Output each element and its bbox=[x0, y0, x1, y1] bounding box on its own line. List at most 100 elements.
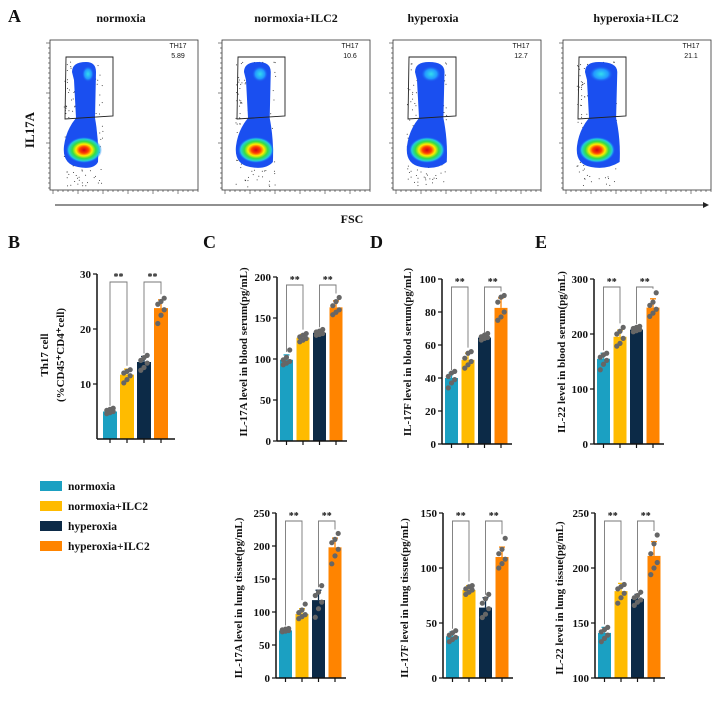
event-dot bbox=[101, 182, 103, 184]
event-dot bbox=[99, 132, 101, 134]
flow-plot-title: normoxia bbox=[96, 11, 145, 25]
event-dot bbox=[247, 180, 249, 182]
event-dot bbox=[577, 165, 579, 167]
significance-label: ** bbox=[489, 511, 499, 522]
event-dot bbox=[435, 175, 437, 177]
data-point bbox=[121, 380, 127, 386]
bar-chart-C: 0 50 100 150 200 IL-17A level in blood serum(… bbox=[238, 267, 347, 448]
significance-label: ** bbox=[640, 277, 650, 288]
event-dot bbox=[258, 175, 260, 177]
flow-plot-frame bbox=[562, 39, 712, 191]
event-dot bbox=[446, 114, 448, 116]
event-dot bbox=[443, 181, 445, 183]
y-tick-label: 100 bbox=[255, 354, 272, 366]
event-dot bbox=[68, 89, 70, 91]
significance-bracket bbox=[485, 520, 503, 595]
event-dot bbox=[240, 100, 242, 102]
data-point bbox=[479, 614, 485, 621]
event-dot bbox=[580, 99, 582, 101]
density-core-upper bbox=[589, 66, 613, 82]
data-point bbox=[634, 592, 641, 599]
event-dot bbox=[93, 177, 95, 179]
data-point bbox=[127, 367, 133, 373]
y-tick-label: 0 bbox=[265, 673, 271, 685]
event-dot bbox=[411, 63, 413, 65]
event-dot bbox=[586, 174, 588, 176]
y-tick-label: 200 bbox=[254, 541, 271, 553]
gate-label: TH17 bbox=[341, 43, 358, 50]
event-dot bbox=[239, 123, 241, 125]
event-dot bbox=[274, 184, 276, 186]
data-point bbox=[605, 624, 611, 631]
event-dot bbox=[415, 92, 417, 94]
panel-letter-E: E bbox=[535, 232, 547, 252]
bar bbox=[614, 591, 628, 678]
event-dot bbox=[577, 65, 579, 67]
bar bbox=[631, 598, 644, 678]
gate-rectangle bbox=[236, 56, 286, 120]
density-core-upper bbox=[252, 66, 268, 82]
event-dot bbox=[244, 179, 246, 181]
event-dot bbox=[274, 71, 276, 73]
data-point bbox=[302, 601, 308, 607]
event-dot bbox=[99, 94, 101, 96]
event-dot bbox=[67, 185, 69, 187]
data-point bbox=[638, 589, 644, 595]
event-dot bbox=[251, 170, 253, 172]
event-dot bbox=[608, 177, 610, 179]
legend-label: normoxia+ILC2 bbox=[68, 501, 148, 513]
data-point bbox=[501, 309, 507, 315]
event-dot bbox=[425, 183, 427, 185]
event-dot bbox=[580, 64, 582, 66]
data-point bbox=[302, 612, 308, 618]
data-point bbox=[110, 405, 116, 411]
y-axis-label: IL-17A level in blood serum(pg/mL) bbox=[238, 267, 250, 437]
bar bbox=[479, 607, 492, 678]
event-dot bbox=[261, 170, 263, 172]
density-core-upper bbox=[421, 66, 441, 82]
event-dot bbox=[240, 163, 242, 165]
legend: normoxia normoxia+ILC2 hyperoxia hyperoxia+… bbox=[40, 481, 150, 553]
density-core-lower bbox=[409, 137, 445, 163]
event-dot bbox=[240, 167, 242, 169]
flow-plot-frame bbox=[392, 39, 542, 191]
bar bbox=[597, 358, 610, 444]
y-tick-label: 50 bbox=[426, 618, 438, 630]
data-point bbox=[621, 590, 627, 596]
event-dot bbox=[70, 66, 72, 68]
event-dot bbox=[81, 169, 83, 171]
event-dot bbox=[429, 178, 431, 180]
significance-label: ** bbox=[456, 511, 466, 522]
bar-chart-C: 0 50 100 150 200 250 IL-17A level in lung tiss… bbox=[233, 508, 346, 685]
event-dot bbox=[65, 113, 67, 115]
event-dot bbox=[68, 173, 70, 175]
event-dot bbox=[415, 105, 417, 107]
bar bbox=[280, 359, 293, 441]
event-dot bbox=[97, 79, 99, 81]
data-point bbox=[479, 600, 485, 606]
event-dot bbox=[102, 130, 104, 132]
event-dot bbox=[237, 93, 239, 95]
bar bbox=[279, 630, 292, 678]
bar bbox=[494, 307, 508, 444]
event-dot bbox=[236, 84, 238, 86]
event-dot bbox=[416, 169, 418, 171]
event-dot bbox=[589, 175, 591, 177]
event-dot bbox=[100, 169, 102, 171]
event-dot bbox=[445, 62, 447, 64]
significance-label: ** bbox=[455, 277, 465, 288]
y-tick-label: 20 bbox=[80, 324, 92, 336]
y-axis-label: Th17 cell bbox=[39, 333, 51, 376]
event-dot bbox=[236, 92, 238, 94]
bar bbox=[313, 332, 326, 441]
data-point bbox=[161, 307, 167, 313]
bar-chart-D: 0 20 40 60 80 100 IL-17F level in blood serum(… bbox=[402, 268, 512, 451]
event-dot bbox=[269, 180, 271, 182]
significance-bracket bbox=[109, 281, 128, 406]
event-dot bbox=[87, 182, 89, 184]
event-dot bbox=[244, 79, 246, 81]
data-point bbox=[498, 314, 504, 320]
event-dot bbox=[68, 117, 70, 119]
event-dot bbox=[582, 81, 584, 83]
data-point bbox=[144, 352, 150, 358]
